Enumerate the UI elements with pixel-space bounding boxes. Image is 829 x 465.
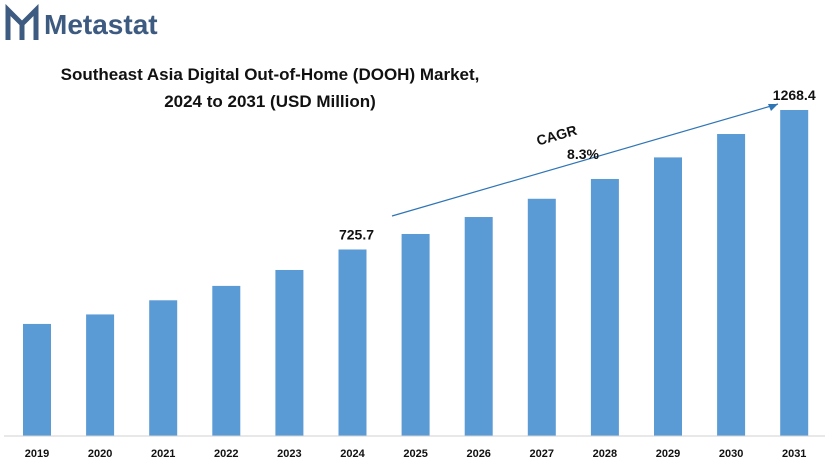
x-tick-2025: 2025: [403, 448, 427, 460]
x-tick-2024: 2024: [340, 448, 365, 460]
logo-m-icon: [5, 3, 39, 40]
x-tick-2027: 2027: [530, 448, 554, 460]
x-axis-ticks: 2019 2020 2021 2022 2023 2024 2025 2026 2027 2028…: [25, 448, 807, 460]
bar-2027: [527, 198, 556, 436]
bar-2026: [464, 217, 493, 436]
x-tick-2031: 2031: [782, 448, 806, 460]
data-label-2031: 1268.4: [773, 87, 816, 103]
x-tick-2023: 2023: [277, 448, 301, 460]
cagr-value: 8.3%: [567, 146, 599, 162]
bar-2031: [780, 110, 809, 436]
data-labels: 725.7 1268.4: [339, 87, 816, 242]
x-tick-2021: 2021: [151, 448, 175, 460]
metastat-logo: Metastat: [5, 3, 158, 40]
bar-2023: [275, 269, 304, 436]
bar-2019: [23, 323, 51, 436]
x-tick-2028: 2028: [593, 448, 617, 460]
bar-2028: [590, 178, 619, 437]
chart-title-line2: 2024 to 2031 (USD Million): [164, 92, 376, 111]
x-tick-2026: 2026: [466, 448, 490, 460]
chart-title-line1: Southeast Asia Digital Out-of-Home (DOOH…: [61, 65, 480, 84]
x-tick-2022: 2022: [214, 448, 238, 460]
cagr-arrow-line: [391, 103, 779, 217]
bar-2022: [212, 285, 241, 436]
x-tick-2020: 2020: [88, 448, 112, 460]
bar-2025: [401, 233, 430, 436]
x-tick-2029: 2029: [656, 448, 680, 460]
bar-2020: [86, 314, 115, 436]
data-label-2024: 725.7: [339, 226, 374, 242]
cagr-arrowhead-icon: [768, 104, 778, 111]
bar-series: [23, 110, 809, 437]
bar-2024: [338, 249, 367, 436]
brand-name: Metastat: [44, 9, 158, 40]
x-tick-2019: 2019: [25, 448, 49, 460]
bar-2030: [717, 134, 746, 436]
bar-2021: [149, 300, 178, 436]
cagr-label: CAGR: [535, 122, 579, 149]
bar-2029: [654, 157, 682, 437]
x-tick-2030: 2030: [719, 448, 743, 460]
